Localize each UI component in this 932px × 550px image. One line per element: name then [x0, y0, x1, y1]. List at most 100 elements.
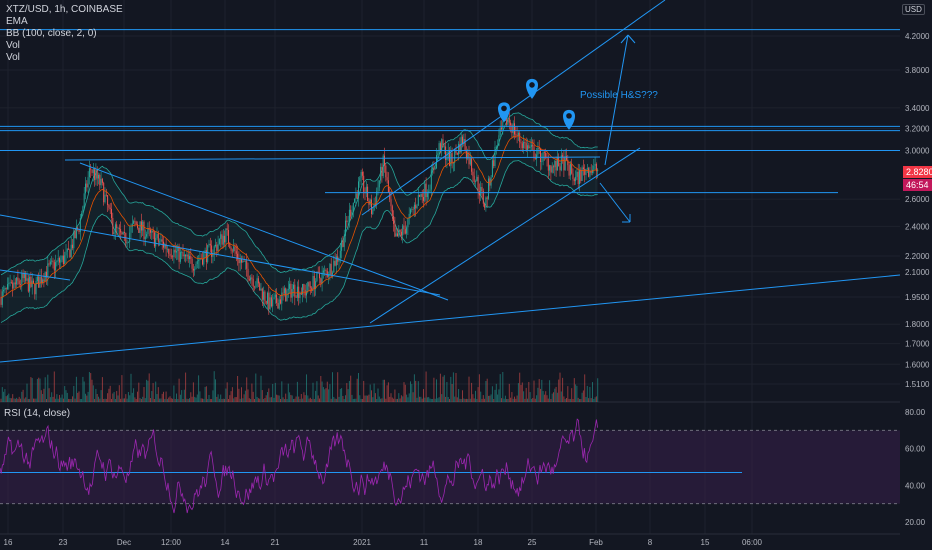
volume-bar [562, 377, 564, 402]
volume-bar [402, 396, 404, 402]
candle-body [96, 169, 98, 179]
candle-body [320, 278, 322, 284]
volume-bar [549, 380, 551, 402]
volume-bar [147, 380, 149, 402]
volume-bar [491, 386, 493, 402]
volume-bar [572, 398, 574, 402]
candle-body [322, 270, 324, 273]
volume-bar [541, 379, 543, 402]
rsi-title[interactable]: RSI (14, close) [4, 408, 71, 419]
volume-bar [540, 388, 541, 402]
volume-bar [176, 393, 177, 402]
candle-body [187, 254, 189, 260]
marker-pins[interactable] [498, 78, 575, 130]
volume-bar [567, 386, 569, 402]
candle-body [532, 145, 534, 147]
volume-bar [107, 393, 109, 402]
candle-body [118, 227, 120, 230]
candle-body [464, 139, 466, 152]
candle-body [150, 229, 151, 233]
price-tick-label: 3.2000 [905, 125, 930, 134]
candle-body [499, 127, 501, 136]
price-axis[interactable]: 4.2000 3.8000 3.4000 3.2000 3.0000 2.6000 2.40… [905, 32, 930, 527]
candle-body [217, 243, 219, 251]
candle-body [252, 278, 254, 287]
candle-body [579, 169, 580, 184]
candle-body [420, 193, 422, 197]
volume-bar [40, 390, 42, 402]
volume-bar [419, 396, 421, 402]
arrow-up-head [627, 34, 636, 44]
volume-bar [337, 372, 339, 402]
volume-bar [367, 395, 369, 402]
candle-body [235, 251, 237, 254]
candle-body [47, 263, 49, 278]
candle-body [33, 280, 34, 284]
price-tick-label: 2.1000 [905, 268, 930, 277]
candle-body [92, 169, 94, 174]
candle-body [523, 141, 525, 149]
candle-body [135, 221, 137, 225]
volume-bar [51, 392, 53, 402]
legend-ema[interactable]: EMA [6, 16, 28, 27]
time-axis[interactable]: 16 23 Dec 12:00 14 21 2021 11 18 25 Feb 8 15 06:00 [4, 538, 763, 547]
legend-bb[interactable]: BB (100, close, 2, 0) [6, 28, 97, 39]
volume-bar [263, 398, 265, 402]
legend-vol-2[interactable]: Vol [6, 52, 20, 63]
rsi-line [0, 418, 598, 514]
volume-bar [96, 393, 98, 402]
candle-body [406, 227, 408, 234]
volume-bar [177, 398, 179, 402]
legend-symbol[interactable]: XTZ/USD, 1h, COINBASE [6, 4, 123, 15]
candle-body [507, 118, 509, 125]
volume-bar [91, 379, 93, 402]
candle-body [581, 167, 583, 181]
volume-bar [3, 391, 5, 402]
volume-bar [231, 387, 233, 402]
candle-body [48, 263, 50, 265]
candle-body [91, 169, 93, 174]
volume-bar [20, 398, 21, 402]
candle-body [242, 260, 244, 263]
volume-bar [16, 397, 18, 402]
candle-body [309, 286, 311, 288]
candle-body [117, 227, 119, 229]
volume-bar [330, 398, 332, 402]
neckline-top [64, 156, 601, 161]
candle-body [138, 227, 140, 233]
volume-bar [255, 373, 257, 402]
volume-bar [533, 380, 535, 402]
volume-bar [94, 398, 96, 402]
volume-bar [532, 398, 534, 402]
candle-body [27, 278, 29, 292]
volume-bar [212, 390, 214, 402]
arrow-down-shaft [599, 182, 631, 223]
volume-bar [408, 393, 410, 402]
candle-body [558, 157, 560, 167]
volume-bar [486, 378, 488, 402]
candle-body [181, 252, 183, 253]
candle-body [302, 284, 304, 295]
candle-body [376, 191, 378, 205]
legend-vol[interactable]: Vol [6, 40, 20, 51]
candle-body [244, 260, 246, 262]
volume-bar [497, 394, 499, 402]
volume-bar [216, 396, 218, 402]
candle-body [52, 260, 54, 263]
candle-body [88, 168, 90, 178]
annotation-text[interactable]: Possible H&S??? [580, 90, 658, 101]
volume-bar [243, 394, 245, 402]
volume-bar [87, 391, 89, 402]
candle-body [480, 187, 482, 196]
volume-bar [338, 396, 340, 402]
candle-body [567, 159, 569, 166]
volume-bar [75, 376, 77, 402]
volume-bar [555, 386, 557, 402]
candle-body [17, 277, 19, 281]
candle-body [20, 284, 21, 285]
candle-body [485, 197, 487, 208]
candle-body [472, 171, 474, 176]
currency-button[interactable]: USD [902, 4, 925, 15]
trendlines[interactable] [0, 0, 901, 363]
